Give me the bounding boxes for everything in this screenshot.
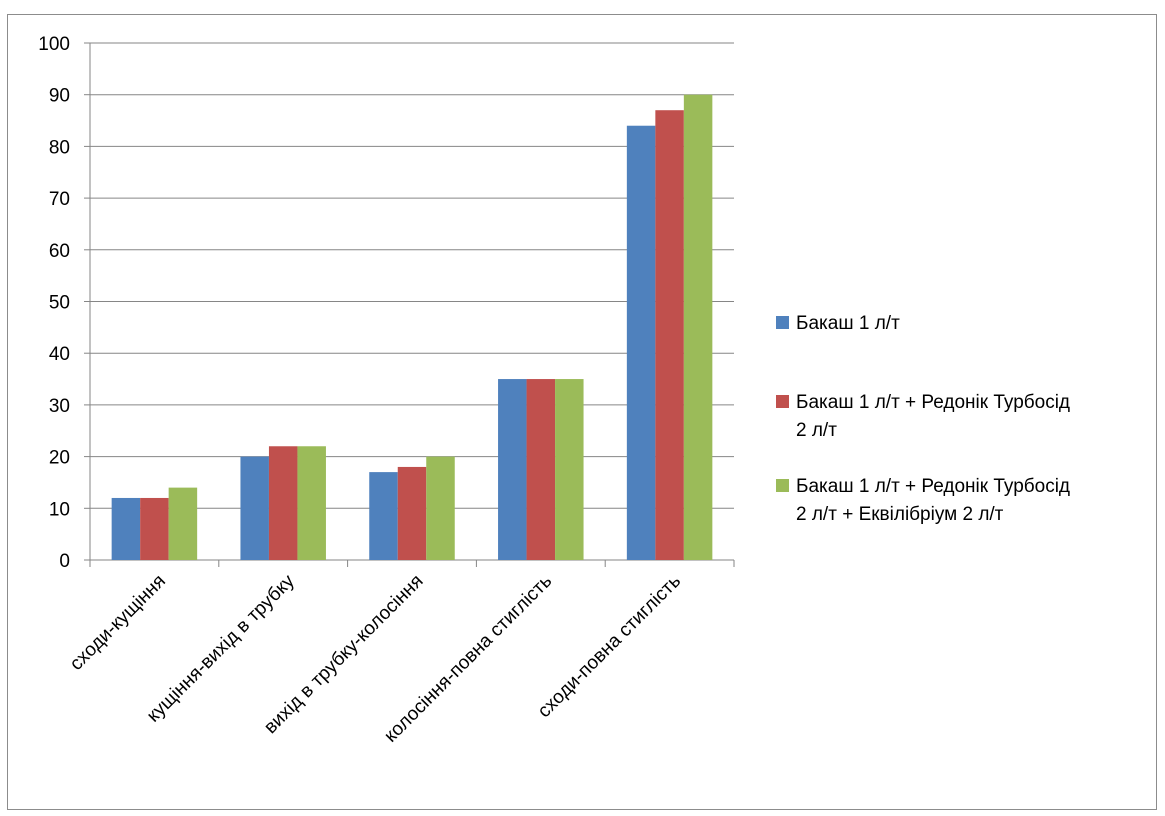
y-tick-label: 100 (38, 34, 70, 55)
y-tick-label: 10 (49, 499, 70, 520)
legend-swatch-1 (776, 316, 789, 329)
y-tick-label: 70 (49, 189, 70, 210)
bar-3 (168, 487, 198, 560)
category-label: сходи-повна стиглість (534, 571, 685, 722)
legend-label: Бакаш 1 л/т + Редонік Турбосід (796, 476, 1070, 497)
category-label: сходи-кущіння (66, 571, 170, 675)
bar-2 (397, 466, 427, 560)
y-tick-label: 30 (49, 396, 70, 417)
legend-label: Бакаш 1 л/т + Редонік Турбосід (796, 392, 1070, 413)
bar-3 (555, 379, 584, 560)
bar-3 (297, 446, 326, 560)
bar-1 (240, 456, 269, 560)
y-tick-label: 90 (49, 86, 70, 107)
legend-label: 2 л/т (796, 420, 837, 441)
bar-2 (140, 497, 169, 560)
bar-3 (426, 456, 455, 560)
legend-label: Бакаш 1 л/т (796, 313, 900, 334)
bar-2 (268, 446, 298, 560)
legend-swatch-2 (776, 395, 789, 408)
y-tick-label: 0 (59, 551, 70, 572)
y-tick-label: 60 (49, 241, 70, 262)
legend-label: 2 л/т + Еквілібріум 2 л/т (796, 504, 1004, 525)
bar-1 (498, 379, 527, 560)
bar-3 (683, 94, 713, 560)
bar-1 (626, 125, 656, 560)
y-tick-label: 20 (49, 448, 70, 469)
y-tick-label: 80 (49, 137, 70, 158)
category-label: кущіння-вихід в трубку (143, 570, 299, 726)
bar-1 (111, 497, 141, 560)
y-tick-label: 50 (49, 293, 70, 314)
bar-2 (526, 379, 556, 560)
legend-swatch-3 (776, 479, 789, 492)
y-tick-label: 40 (49, 344, 70, 365)
bar-1 (369, 472, 398, 560)
bar-2 (655, 110, 684, 561)
